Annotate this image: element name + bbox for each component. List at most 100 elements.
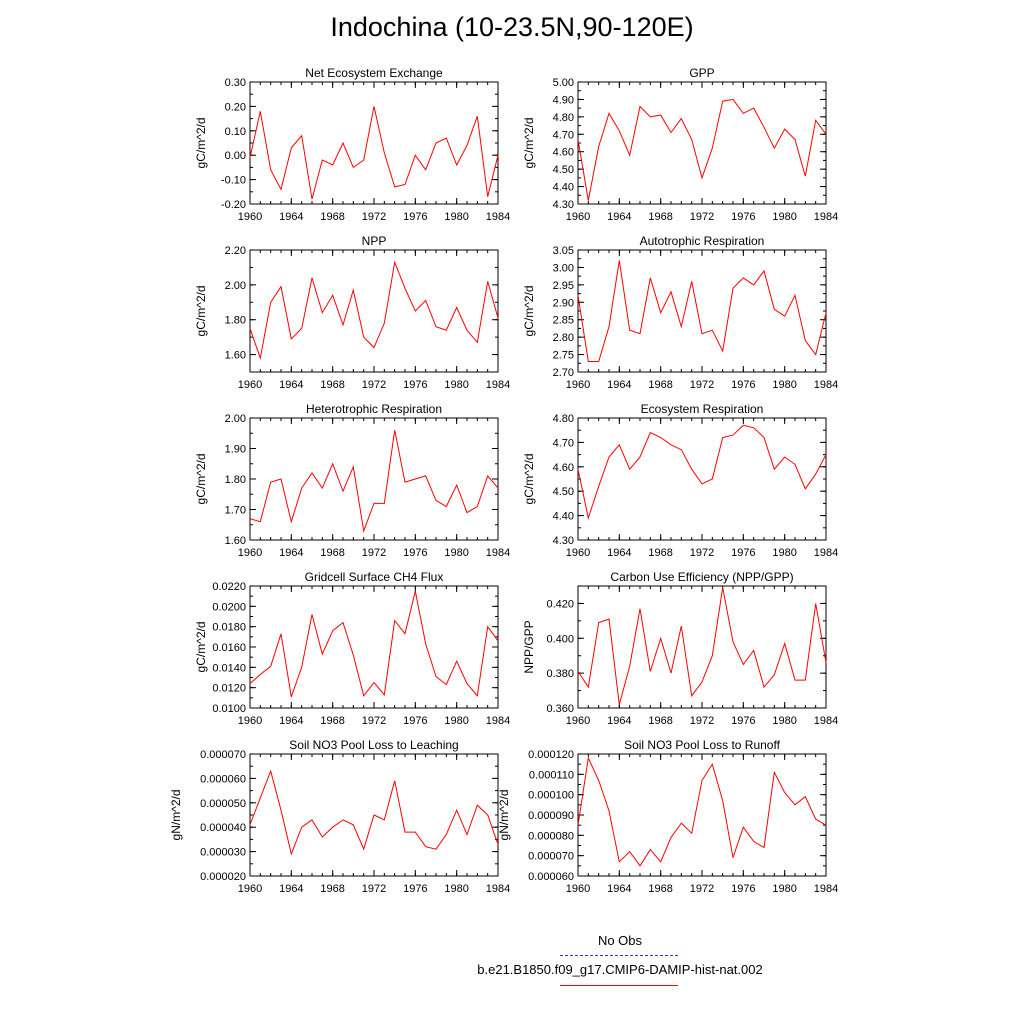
- y-axis-label: gC/m^2/d: [522, 118, 536, 169]
- x-tick-label: 1980: [444, 379, 468, 391]
- y-tick-label: 2.95: [553, 280, 574, 292]
- x-tick-label: 1960: [566, 547, 590, 559]
- x-tick-label: 1972: [690, 715, 714, 727]
- y-tick-label: 2.70: [553, 367, 574, 379]
- y-tick-label: 4.40: [553, 182, 574, 194]
- y-axis-label: NPP/GPP: [522, 620, 536, 673]
- x-tick-label: 1972: [690, 379, 714, 391]
- x-tick-label: 1960: [238, 715, 262, 727]
- x-tick-label: 1980: [444, 547, 468, 559]
- legend-model-label: b.e21.B1850.f09_g17.CMIP6-DAMIP-hist-nat…: [477, 962, 763, 977]
- chart-panel-5: Heterotrophic Respiration gC/m^2/d 1960 196…: [194, 402, 510, 559]
- x-tick-label: 1984: [814, 211, 838, 223]
- x-tick-label: 1980: [772, 211, 796, 223]
- y-tick-label: 0.000070: [200, 749, 246, 761]
- plot-frame: [577, 753, 827, 877]
- x-tick-label: 1968: [320, 379, 344, 391]
- y-tick-label: 2.80: [553, 332, 574, 344]
- x-tick-label: 1980: [444, 883, 468, 895]
- legend-obs-label: No Obs: [597, 933, 643, 948]
- x-tick-label: 1960: [566, 211, 590, 223]
- chart-title: NPP: [362, 234, 387, 248]
- y-axis-label: gC/m^2/d: [194, 118, 208, 169]
- x-tick-label: 1960: [566, 883, 590, 895]
- y-axis-label: gN/m^2/d: [497, 790, 511, 841]
- x-tick-label: 1984: [814, 379, 838, 391]
- x-tick-label: 1984: [486, 883, 510, 895]
- y-tick-label: 0.20: [225, 101, 246, 113]
- x-tick-label: 1980: [772, 715, 796, 727]
- y-tick-label: 4.30: [553, 535, 574, 547]
- x-tick-label: 1976: [731, 883, 755, 895]
- x-tick-label: 1984: [814, 883, 838, 895]
- x-tick-label: 1976: [403, 547, 427, 559]
- x-tick-label: 1960: [566, 379, 590, 391]
- chart-title: Carbon Use Efficiency (NPP/GPP): [610, 570, 793, 584]
- chart-title: Gridcell Surface CH4 Flux: [305, 570, 444, 584]
- x-tick-label: 1964: [607, 379, 631, 391]
- series-line: [249, 769, 499, 856]
- x-tick-label: 1972: [690, 211, 714, 223]
- x-tick-label: 1984: [486, 211, 510, 223]
- plot-frame: [577, 249, 827, 373]
- chart-panel-2: GPP gC/m^2/d 1960 1964 1968 1972 1976 1980 1984 4…: [522, 66, 838, 223]
- y-tick-label: 0.000070: [528, 851, 574, 863]
- x-tick-label: 1968: [320, 715, 344, 727]
- x-tick-label: 1980: [444, 211, 468, 223]
- x-tick-label: 1976: [731, 211, 755, 223]
- series-line: [249, 590, 499, 697]
- y-tick-label: 2.75: [553, 350, 574, 362]
- y-axis-label: gC/m^2/d: [522, 454, 536, 505]
- x-tick-label: 1972: [362, 379, 386, 391]
- x-tick-label: 1976: [731, 379, 755, 391]
- x-tick-label: 1984: [814, 547, 838, 559]
- y-tick-label: 0.400: [546, 633, 574, 645]
- x-tick-label: 1972: [362, 547, 386, 559]
- page-title: Indochina (10-23.5N,90-120E): [330, 12, 694, 42]
- y-tick-label: 2.85: [553, 315, 574, 327]
- x-tick-label: 1964: [607, 715, 631, 727]
- chart-panels: Net Ecosystem Exchange gC/m^2/d 1960 1964 19…: [169, 66, 838, 895]
- x-tick-label: 1960: [238, 547, 262, 559]
- chart-panel-8: Carbon Use Efficiency (NPP/GPP) NPP/GPP 19…: [522, 570, 838, 727]
- y-axis-label: gC/m^2/d: [194, 622, 208, 673]
- x-tick-label: 1980: [772, 547, 796, 559]
- y-tick-label: 4.60: [553, 462, 574, 474]
- x-tick-label: 1980: [772, 379, 796, 391]
- chart-title: Net Ecosystem Exchange: [305, 66, 443, 80]
- x-tick-label: 1964: [279, 379, 303, 391]
- chart-title: Ecosystem Respiration: [641, 402, 764, 416]
- y-tick-label: 4.40: [553, 511, 574, 523]
- y-tick-label: 0.0140: [212, 662, 246, 674]
- y-tick-label: 2.00: [225, 280, 246, 292]
- y-tick-label: 0.000050: [200, 798, 246, 810]
- x-tick-label: 1960: [566, 715, 590, 727]
- y-tick-label: 4.80: [553, 112, 574, 124]
- chart-panel-4: Autotrophic Respiration gC/m^2/d 1960 1964 1…: [522, 234, 838, 391]
- y-tick-label: 0.0120: [212, 683, 246, 695]
- chart-panel-7: Gridcell Surface CH4 Flux gC/m^2/d 1960 196…: [194, 570, 510, 727]
- y-tick-label: 0.000040: [200, 822, 246, 834]
- y-tick-label: 3.05: [553, 245, 574, 257]
- y-tick-label: 0.000080: [528, 830, 574, 842]
- x-tick-label: 1968: [648, 211, 672, 223]
- y-tick-label: 4.60: [553, 147, 574, 159]
- x-tick-label: 1976: [403, 211, 427, 223]
- y-tick-label: 1.60: [225, 535, 246, 547]
- y-tick-label: 1.80: [225, 315, 246, 327]
- x-tick-label: 1968: [320, 211, 344, 223]
- x-tick-label: 1976: [731, 715, 755, 727]
- plot-frame: [577, 417, 827, 541]
- y-tick-label: 2.20: [225, 245, 246, 257]
- series-line: [249, 106, 499, 200]
- chart-title: GPP: [689, 66, 714, 80]
- y-tick-label: -0.20: [221, 199, 246, 211]
- plot-frame: [249, 81, 499, 205]
- legend-model-line: [560, 985, 678, 986]
- x-tick-label: 1980: [772, 883, 796, 895]
- series-line: [577, 587, 827, 705]
- plot-frame: [577, 585, 827, 709]
- y-tick-label: 1.80: [225, 474, 246, 486]
- y-tick-label: 0.00: [225, 150, 246, 162]
- y-axis-label: gC/m^2/d: [194, 454, 208, 505]
